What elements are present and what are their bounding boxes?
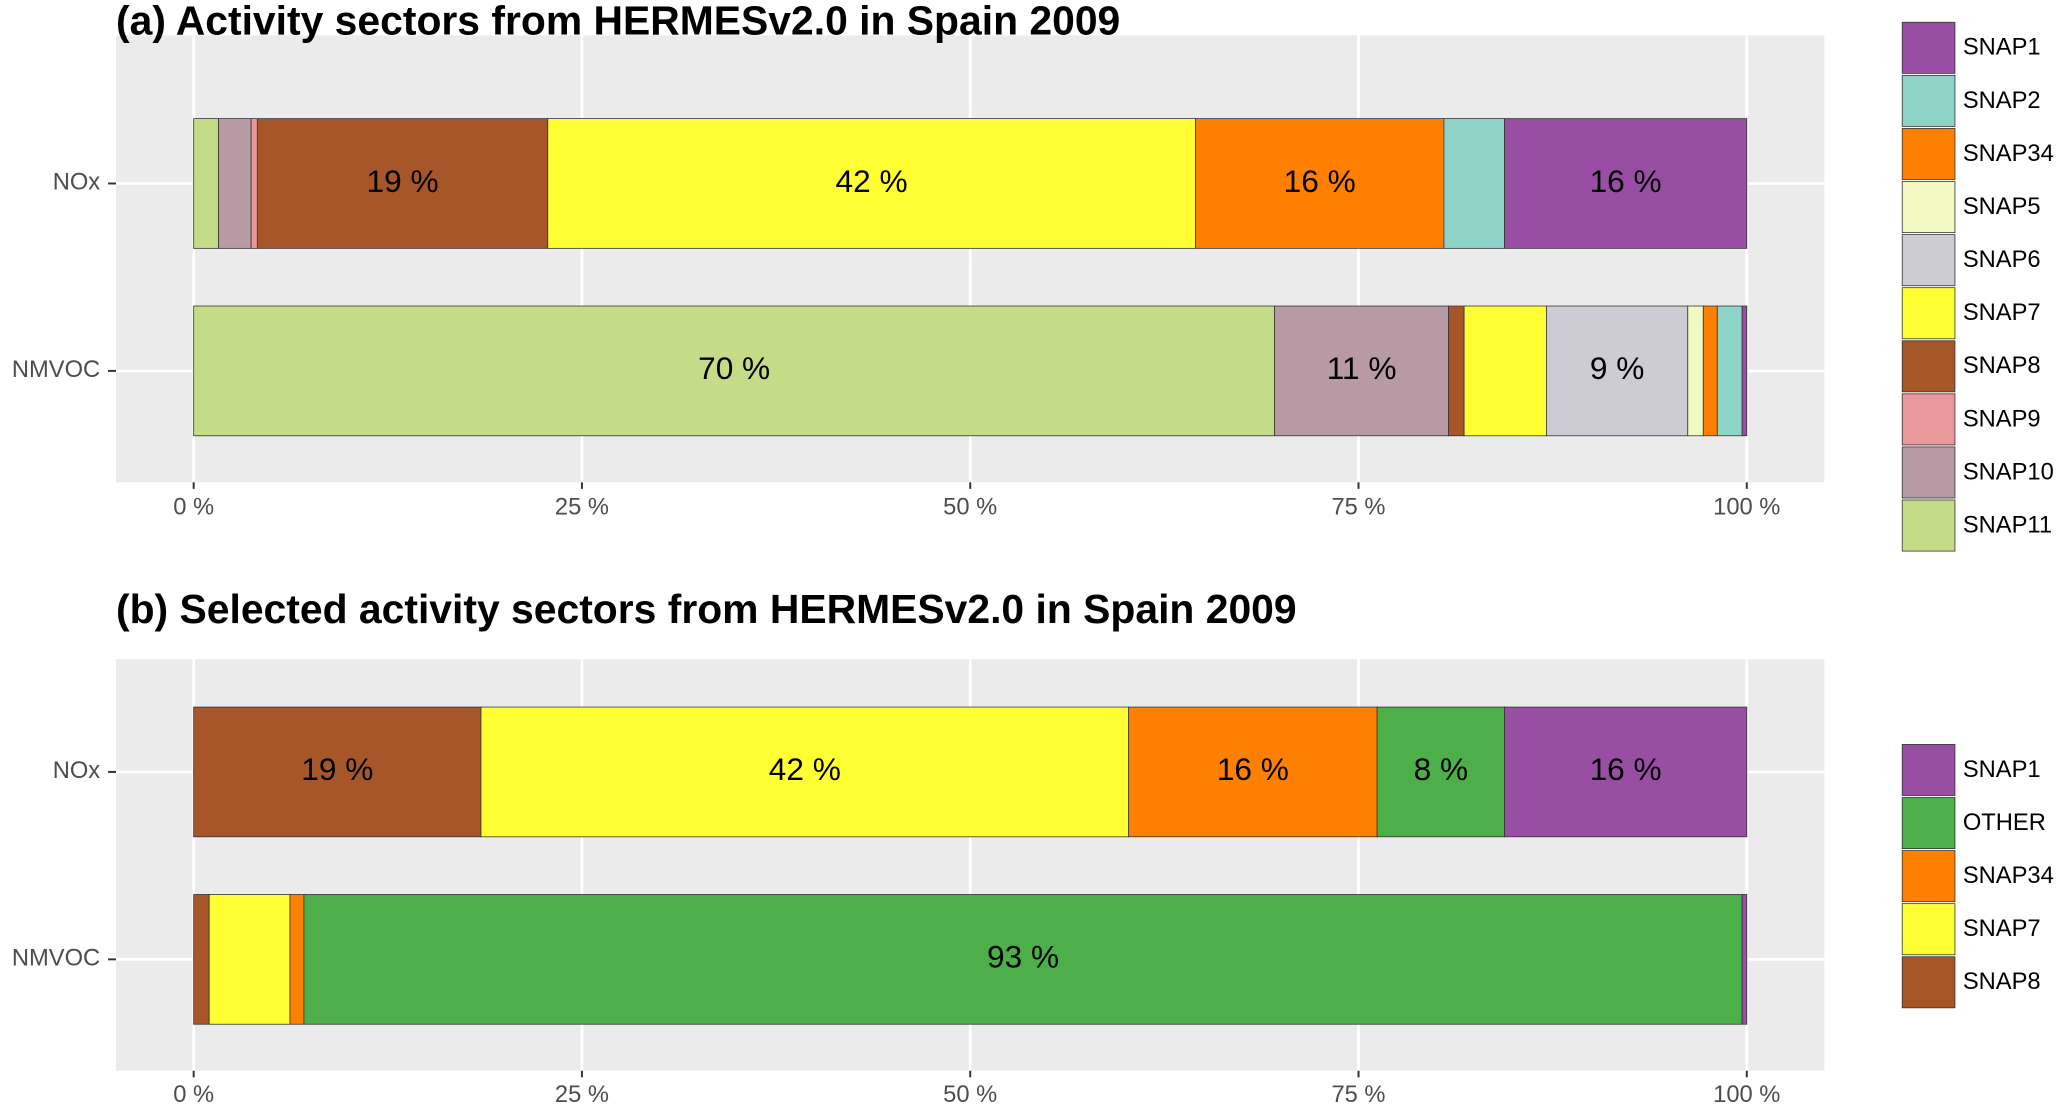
bar-segment (1687, 305, 1704, 437)
bar-segment (289, 894, 305, 1025)
x-tick-label: 25 % (555, 1082, 609, 1108)
chart-title: (b) Selected activity sectors from HERME… (116, 586, 1297, 632)
bar-segment (1463, 305, 1547, 437)
x-tick-label: 50 % (943, 1082, 997, 1108)
legend-key (1901, 181, 1956, 234)
bar-segment (1504, 118, 1748, 249)
legend-key (1901, 287, 1956, 340)
legend-label: SNAP8 (1963, 353, 2041, 379)
bar-segment (1448, 305, 1465, 437)
value-label: 93 % (987, 939, 1059, 975)
value-label: 16 % (1590, 163, 1662, 199)
legend-label: SNAP5 (1963, 194, 2041, 220)
bar-segment (208, 894, 291, 1025)
x-tick-label: 100 % (1713, 1082, 1780, 1108)
legend-key (1901, 393, 1956, 446)
legend-key (1901, 74, 1956, 127)
bar-segment (1546, 305, 1689, 437)
y-tick-label: NMVOC (12, 946, 100, 972)
bar-segment (1504, 706, 1748, 838)
legend-key (1901, 128, 1956, 180)
legend-label: SNAP1 (1963, 757, 2041, 783)
x-tick-label: 75 % (1331, 1082, 1385, 1108)
y-tick-label: NOx (53, 758, 101, 784)
value-label: 19 % (367, 163, 439, 199)
value-label: 70 % (698, 350, 770, 386)
bar-segment (218, 118, 252, 249)
bar-segment (1702, 305, 1718, 437)
x-tick-label: 50 % (943, 495, 997, 521)
bar-segment (193, 118, 219, 249)
value-label: 16 % (1590, 751, 1662, 787)
legend-label: SNAP1 (1963, 35, 2041, 61)
value-label: 42 % (836, 163, 908, 199)
legend-key (1901, 744, 1956, 796)
bar-segment (1741, 894, 1748, 1025)
legend-label: SNAP7 (1963, 300, 2041, 326)
bar-segment (193, 706, 482, 838)
value-label: 19 % (301, 751, 373, 787)
legend-key (1901, 340, 1956, 393)
x-tick-label: 75 % (1331, 495, 1385, 521)
bar-segment (1716, 305, 1743, 437)
legend-key (1901, 850, 1956, 903)
bar-segment (1443, 118, 1505, 249)
legend-label: SNAP34 (1963, 863, 2054, 889)
legend-label: SNAP34 (1963, 141, 2054, 167)
bar-segment (1128, 706, 1378, 838)
legend-key (1901, 21, 1956, 74)
legend-key (1901, 499, 1956, 552)
legend-key (1901, 446, 1956, 499)
bar-segment (1741, 305, 1748, 437)
x-tick-label: 0 % (173, 495, 214, 521)
legend-key (1901, 956, 1956, 1009)
legend-key (1901, 903, 1956, 956)
bar-segment (256, 118, 549, 249)
legend-key (1901, 234, 1956, 287)
bar-segment (547, 118, 1196, 249)
legend-label: SNAP8 (1963, 969, 2041, 995)
legend-label: SNAP2 (1963, 88, 2041, 114)
bar-segment (1195, 118, 1445, 249)
value-label: 9 % (1590, 350, 1645, 386)
x-tick-label: 25 % (555, 495, 609, 521)
value-label: 11 % (1327, 350, 1397, 386)
value-label: 42 % (769, 751, 841, 787)
x-tick-label: 0 % (173, 1082, 214, 1108)
bar-segment (1274, 305, 1449, 437)
bar-segment (193, 894, 210, 1025)
bar-segment (480, 706, 1130, 838)
y-tick-label: NOx (53, 170, 101, 196)
legend-label: SNAP6 (1963, 247, 2041, 273)
legend-label: SNAP10 (1963, 459, 2054, 485)
value-label: 16 % (1284, 163, 1356, 199)
legend-key (1901, 797, 1956, 849)
legend-label: SNAP11 (1963, 512, 2052, 538)
chart-title: (a) Activity sectors from HERMESv2.0 in … (116, 0, 1120, 43)
legend-label: OTHER (1963, 810, 2046, 836)
y-tick-label: NMVOC (12, 357, 100, 383)
bar-segment (250, 118, 258, 249)
x-tick-label: 100 % (1713, 495, 1780, 521)
value-label: 16 % (1217, 751, 1289, 787)
legend-label: SNAP7 (1963, 916, 2041, 942)
bar-segment (193, 305, 1276, 437)
bar-segment (303, 894, 1743, 1025)
bar-segment (1376, 706, 1505, 838)
legend-label: SNAP9 (1963, 406, 2041, 432)
value-label: 8 % (1414, 751, 1469, 787)
